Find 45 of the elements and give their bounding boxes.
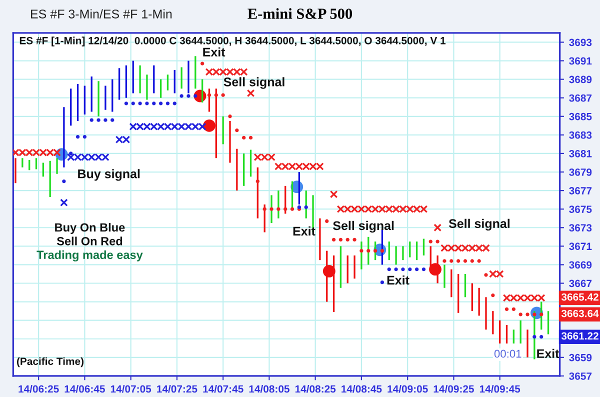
data-label: 3665.42 bbox=[561, 293, 598, 301]
y-tick-label: 3687 bbox=[569, 94, 592, 102]
x-tick-label: 14/09:05 bbox=[388, 384, 428, 393]
x-tick-label: 14/06:25 bbox=[18, 384, 59, 393]
annotation: Exit bbox=[293, 226, 316, 236]
annotation: Sell signal bbox=[224, 77, 284, 89]
annotation: Buy On Blue bbox=[55, 222, 125, 234]
chart-title: E-mini S&P 500 bbox=[248, 8, 352, 19]
annotation: Trading made easy bbox=[36, 250, 143, 262]
y-tick-label: 3673 bbox=[569, 224, 592, 232]
y-tick-label: 3679 bbox=[569, 168, 592, 176]
annotation: Sell On Red bbox=[56, 236, 122, 246]
y-tick-label: 3667 bbox=[569, 280, 592, 288]
y-tick-label: 3693 bbox=[569, 38, 592, 46]
y-tick-label: 3683 bbox=[569, 131, 592, 139]
data-label: 3663.64 bbox=[561, 310, 599, 318]
x-tick-label: 14/08:45 bbox=[342, 384, 382, 393]
y-tick-label: 3685 bbox=[569, 112, 592, 120]
x-tick-label: 14/06:45 bbox=[64, 384, 105, 393]
x-tick-label: 14/08:25 bbox=[295, 384, 336, 393]
annotation: Buy signal bbox=[78, 169, 140, 181]
y-tick-label: 3671 bbox=[569, 242, 592, 250]
x-tick-label: 14/07:05 bbox=[110, 384, 152, 393]
x-tick-label: 14/07:25 bbox=[157, 384, 198, 393]
y-tick-label: 3659 bbox=[569, 354, 592, 362]
data-label: 3661.22 bbox=[561, 332, 598, 340]
y-tick-label: 3689 bbox=[569, 76, 592, 84]
y-tick-label: 3669 bbox=[569, 261, 592, 269]
x-tick-label: 14/08:05 bbox=[249, 384, 290, 393]
y-tick-label: 3675 bbox=[569, 206, 592, 213]
chart-subtitle: ES #F 3-Min/ES #F 1-Min bbox=[31, 9, 172, 18]
y-tick-label: 3657 bbox=[569, 372, 592, 380]
y-tick-label: 3681 bbox=[569, 150, 592, 158]
annotation: (Pacific Time) bbox=[17, 357, 84, 368]
annotation: Exit bbox=[387, 275, 410, 285]
x-tick-label: 14/07:45 bbox=[203, 384, 244, 393]
annotation: 00:01 bbox=[494, 350, 522, 358]
annotation: Exit bbox=[203, 47, 226, 57]
annotation: Sell signal bbox=[333, 220, 394, 233]
x-tick-label: 14/09:25 bbox=[434, 384, 474, 393]
y-tick-label: 3691 bbox=[569, 57, 592, 65]
annotation: ES #F [1-Min] 12/14/20 0.0000 C 3644.5000, H 3644.5000, L 3644.5000, O 3644.5000, V 1 bbox=[20, 36, 446, 46]
x-tick-label: 14/09:45 bbox=[480, 384, 520, 393]
y-tick-label: 3677 bbox=[569, 187, 592, 194]
annotation: Sell signal bbox=[448, 218, 510, 231]
